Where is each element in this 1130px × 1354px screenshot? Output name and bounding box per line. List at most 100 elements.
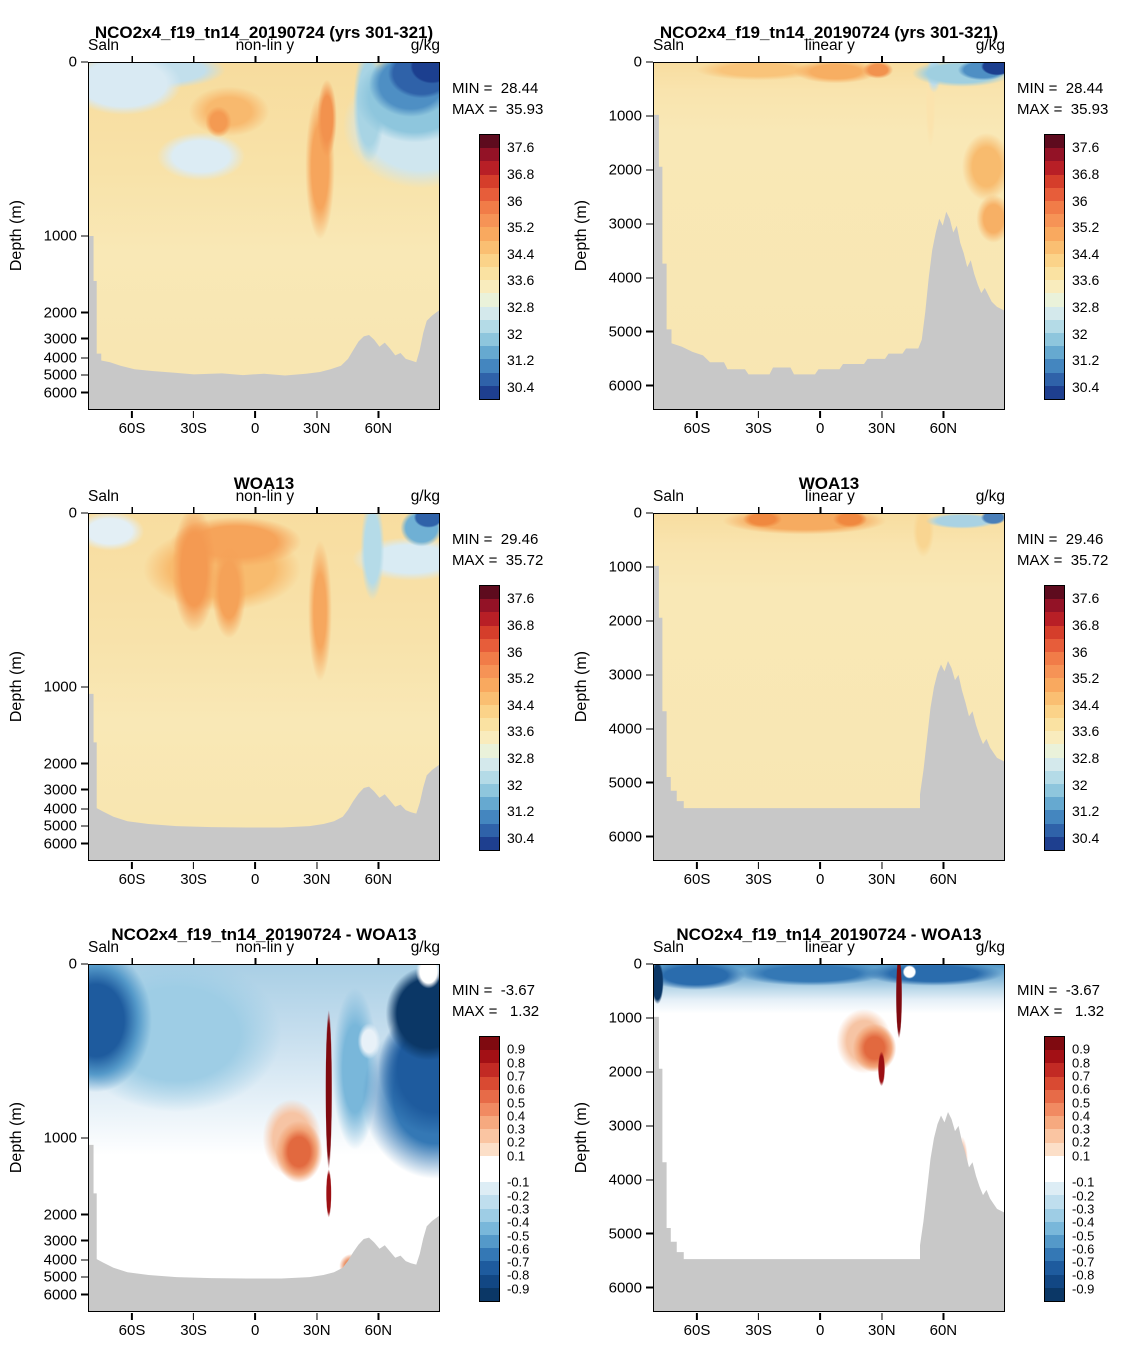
y-tick-label: 0 [634,956,653,973]
units-label: g/kg [975,37,1005,54]
colorbar: 0.9 0.8 0.7 0.6 0.5 0.4 0.3 0.2 0.1 -0.1 -0.2 -0.3-… [1044,1036,1094,1302]
plot-header: Saln linear y g/kg [653,37,1005,55]
y-tick-label: 3000 [44,781,88,798]
x-axis: 60S 30S 0 30N 60N [88,410,440,440]
colorbar-segment [480,1248,499,1262]
x-axis: 60S 30S 0 30N 60N [653,1312,1005,1342]
bathymetry [654,565,1004,860]
colorbar-tick-label: 0.4 [1072,1108,1091,1124]
x-tick-label: 60N [929,871,958,888]
colorbar-segment [480,253,499,268]
colorbar-segment [1045,359,1064,373]
colorbar-segments [479,1036,500,1302]
y-mode-label: linear y [804,939,855,956]
colorbar-labels: 37.6 36.8 36 35.2 34.4 33.6 32.8 32 31.2 30.4 [500,134,552,400]
colorbar-segment [480,1076,499,1090]
colorbar-segment [1045,731,1064,745]
x-axis: 60S 30S 0 30N 60N [653,861,1005,891]
x-tick-label: 30N [303,1322,331,1339]
colorbar-segment [480,293,499,307]
y-tick-label: 4000 [609,269,653,286]
colorbar-tick-label: 0.1 [1072,1148,1091,1164]
colorbar-segment [480,665,499,679]
min-label: MIN = 28.44 [452,80,539,97]
colorbar-tick-label: -0.3 [507,1201,530,1217]
variable-label: Saln [653,488,685,505]
max-label: MAX = 1.32 [1017,1003,1105,1020]
min-label: MIN = 28.44 [1017,80,1104,97]
colorbar-segment [1045,1142,1064,1156]
colorbar-segment [480,1103,499,1117]
stats: MIN = -3.67 MAX = 1.32 [452,980,539,1022]
colorbar-segment [1045,372,1064,386]
colorbar-segment [1045,652,1064,666]
colorbar-segment [1045,1050,1064,1064]
colorbar-tick-label: -0.7 [507,1254,530,1270]
colorbar-tick-label: 0.9 [507,1041,526,1057]
colorbar-segment [1045,333,1064,347]
y-tick-label: 5000 [609,323,653,340]
x-tick-label: 60N [929,1322,958,1339]
y-axis: 0 1000 2000 3000 4000 5000 6000 [38,956,88,1312]
stats: MIN = 29.46 MAX = 35.72 [1017,529,1108,571]
colorbar-segment [1045,1129,1064,1143]
colorbar-tick-label: 30.4 [507,829,535,846]
colorbar-segment [480,346,499,360]
colorbar-segment [1045,1076,1064,1090]
colorbar-tick-label: 31.2 [1072,803,1100,820]
stats: MIN = 29.46 MAX = 35.72 [452,529,543,571]
colorbar-labels: 37.6 36.8 36 35.2 34.4 33.6 32.8 32 31.2 30.4 [1065,134,1117,400]
x-tick-label: 30N [868,420,896,437]
colorbar-segment [480,174,499,188]
colorbar: 37.6 36.8 36 35.2 34.4 33.6 32.8 32 31.2 30.4 [479,134,534,400]
panel-title: NCO2x4_f19_tn14_20190724 - WOA13 [676,925,982,945]
colorbar-segment [1045,1274,1064,1288]
colorbar-segment [1045,346,1064,360]
x-tick-label: 60S [683,420,711,437]
plot-header: Saln linear y g/kg [653,488,1005,506]
panel-diff-linear: NCO2x4_f19_tn14_20190724 - WOA13 Saln li… [565,902,1130,1353]
colorbar-segment [1045,1169,1064,1183]
y-tick-label: 5000 [44,818,88,835]
x-axis: 60S 30S 0 30N 60N [88,861,440,891]
colorbar-tick-label: -0.9 [507,1281,530,1297]
depth-axis-label: Depth (m) [8,651,25,723]
x-tick-label: 60N [364,1322,393,1339]
colorbar-tick-label: 0.4 [507,1108,526,1124]
x-tick-label: 60N [364,871,393,888]
colorbar-tick-label: 36 [507,192,523,209]
colorbar-tick-label: -0.3 [1072,1201,1095,1217]
y-tick-label: 3000 [44,330,88,347]
units-label: g/kg [410,37,440,54]
colorbar-tick-label: 32.8 [1072,298,1100,315]
panel-title: NCO2x4_f19_tn14_20190724 (yrs 301-321) [94,23,434,43]
x-axis: 60S 30S 0 30N 60N [653,410,1005,440]
colorbar-segment [1045,280,1064,294]
colorbar-tick-label: 32 [1072,325,1088,342]
colorbar-tick-label: 34.4 [1072,245,1100,262]
colorbar-segment [480,1287,499,1302]
colorbar-segment [1045,214,1064,228]
colorbar-segment [480,1195,499,1209]
colorbar-segment [480,306,499,320]
y-tick-label: 0 [634,505,653,522]
colorbar-segment [1045,1103,1064,1117]
colorbar: 37.6 36.8 36 35.2 34.4 33.6 32.8 32 31.2 30.4 [479,585,534,851]
colorbar-labels: 37.6 36.8 36 35.2 34.4 33.6 32.8 32 31.2 30.4 [500,585,552,851]
colorbar-tick-label: 36 [1072,643,1088,660]
colorbar-tick-label: 0.6 [1072,1081,1091,1097]
colorbar-tick-label: -0.4 [1072,1214,1095,1230]
colorbar-segment [1045,1261,1064,1275]
colorbar-tick-label: -0.2 [1072,1188,1095,1204]
min-label: MIN = -3.67 [452,982,535,999]
colorbar-segment [480,187,499,202]
colorbar-segment [1045,1182,1064,1196]
colorbar-tick-label: 33.6 [507,272,535,289]
top-axis-ticks [88,958,440,964]
y-axis: 0 1000 2000 3000 4000 5000 6000 [603,956,653,1312]
x-tick-label: 60S [683,871,711,888]
contour-plot [653,513,1005,861]
colorbar-tick-label: 0.7 [1072,1068,1091,1084]
y-tick-label: 1000 [609,558,653,575]
y-tick-label: 6000 [609,828,653,845]
